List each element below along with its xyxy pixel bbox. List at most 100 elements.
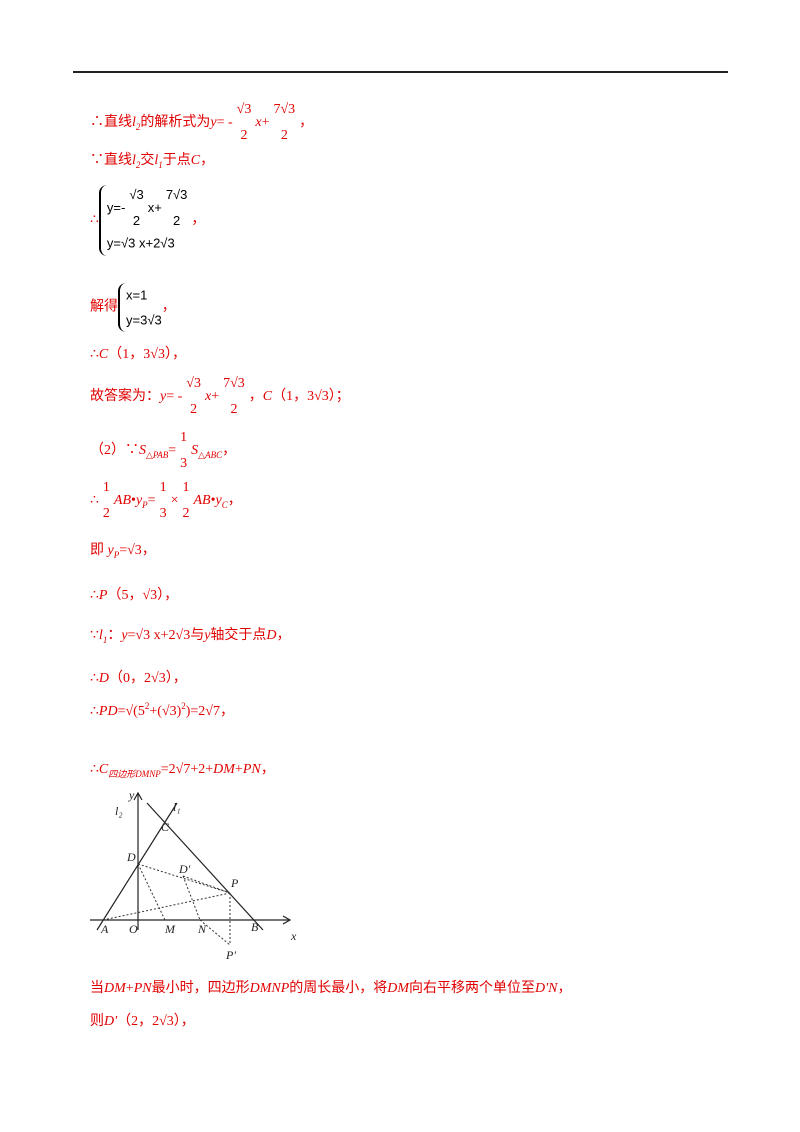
math-var: AB — [193, 493, 211, 508]
denominator: 2 — [190, 402, 198, 417]
fraction: √3 2 — [127, 185, 145, 231]
subscript: 1 — [102, 635, 108, 645]
figure-label: D — [126, 850, 136, 864]
text: = — [168, 443, 177, 458]
text: 交 — [140, 153, 155, 168]
figure-label: A — [100, 922, 109, 936]
figure-label: N — [197, 922, 207, 936]
superscript: 2 — [144, 701, 150, 711]
equation-system: x=1 y=3√3 — [118, 283, 162, 333]
text: y=- — [106, 200, 126, 215]
text: （0，2√3）， — [109, 671, 187, 686]
fraction: 7√3 2 — [271, 100, 297, 146]
math-var: C — [262, 389, 273, 404]
text: = - — [166, 389, 183, 404]
subscript: 2 — [135, 122, 141, 132]
text: 即 — [90, 543, 108, 558]
header-rule — [73, 71, 728, 73]
figure: y l₂ l₁C D D' P A O M N Bx P' — [90, 788, 297, 962]
text: ， — [260, 762, 275, 777]
subscript: P — [142, 500, 148, 510]
text: ， — [557, 981, 572, 996]
text: =√(5 — [117, 704, 145, 719]
equation-system: y=- √3 2 x+ 7√3 2 y=√3 x+2√3 — [98, 185, 192, 256]
math-var: l — [98, 628, 103, 643]
text: ， — [248, 389, 263, 404]
subscript: 2 — [135, 160, 141, 170]
fraction: √3 2 — [184, 374, 203, 420]
text-line: ∴直线l2的解析式为y= - √3 2 x+ 7√3 2， — [90, 100, 313, 146]
equation-row: y=3√3 — [126, 308, 162, 333]
numerator: 7√3 — [165, 187, 188, 202]
text-line: 即 yP=√3， — [90, 542, 156, 560]
text: 故答案为： — [90, 389, 160, 404]
figure-label: l₁ — [173, 800, 181, 814]
text: ： — [107, 628, 122, 643]
text: （2）∵ — [90, 443, 139, 458]
text: ∴ — [90, 588, 99, 603]
subscript: 四边形DMNP — [108, 769, 161, 779]
subscript: C — [221, 500, 228, 510]
math-var: y — [215, 493, 222, 508]
math-var: PN — [242, 762, 261, 777]
text-line: 当DM+PN最小时，四边形DMNP的周长最小，将DM向右平移两个单位至D'N， — [90, 980, 571, 998]
fraction: 7√3 2 — [164, 185, 190, 231]
math-var: DM — [213, 762, 235, 777]
math-var: PD — [98, 704, 118, 719]
figure-label: O — [129, 922, 138, 936]
text-line: ∵直线l2交l1于点C， — [90, 152, 214, 170]
numerator: √3 — [186, 376, 201, 391]
denominator: 3 — [180, 456, 188, 471]
text-line: ∴ 1 2 AB•yP= 1 3 × 1 2 AB•yC， — [90, 478, 242, 524]
math-var: DM — [104, 981, 126, 996]
text: 向右平移两个单位至 — [409, 981, 536, 996]
text: （1，3√3）； — [272, 389, 350, 404]
text: 的周长最小，将 — [289, 981, 388, 996]
equation-row: x=1 — [126, 283, 162, 308]
text: ∴ — [90, 493, 99, 508]
math-var: DMNP — [249, 981, 290, 996]
math-var: C — [98, 762, 109, 777]
text: =2√7+2+ — [160, 762, 214, 777]
fraction: 7√3 2 — [221, 374, 247, 420]
text: x=1 — [126, 287, 148, 303]
math-var: D'N — [535, 981, 558, 996]
figure-label: P' — [225, 948, 236, 962]
text-line: ∴ y=- √3 2 x+ 7√3 2 y=√3 x+2√3 ， — [90, 185, 205, 256]
text: • — [131, 493, 136, 508]
math-var: D' — [104, 1014, 118, 1029]
text: ， — [227, 493, 242, 508]
text: ∴ — [90, 671, 99, 686]
text: 解得 — [90, 299, 118, 315]
numerator: 1 — [102, 480, 110, 495]
math-var: y — [135, 493, 143, 508]
text: + — [261, 115, 270, 130]
math-var: S — [139, 443, 146, 458]
text: ∴直线 — [90, 115, 132, 130]
math-var: l — [132, 115, 136, 130]
numerator: √3 — [236, 102, 252, 117]
denominator: 2 — [240, 128, 248, 143]
figure-label: B — [251, 920, 259, 934]
math-var: y — [160, 389, 167, 404]
text: ， — [161, 299, 176, 315]
text-line: 解得 x=1 y=3√3， — [90, 283, 176, 333]
numerator: 1 — [159, 480, 167, 495]
text: × — [170, 493, 179, 508]
text: + — [234, 762, 243, 777]
numerator: 1 — [182, 480, 190, 495]
math-var: y — [204, 628, 211, 643]
denominator: 2 — [132, 213, 141, 228]
math-var: C — [190, 153, 201, 168]
math-var: x — [204, 389, 212, 404]
figure-label: D' — [178, 862, 191, 876]
text: =√3， — [119, 543, 156, 558]
math-var: PN — [133, 981, 152, 996]
equation-row: y=- √3 2 x+ 7√3 2 — [107, 185, 192, 231]
math-var: C — [98, 347, 109, 362]
text: ∵直线 — [90, 153, 132, 168]
